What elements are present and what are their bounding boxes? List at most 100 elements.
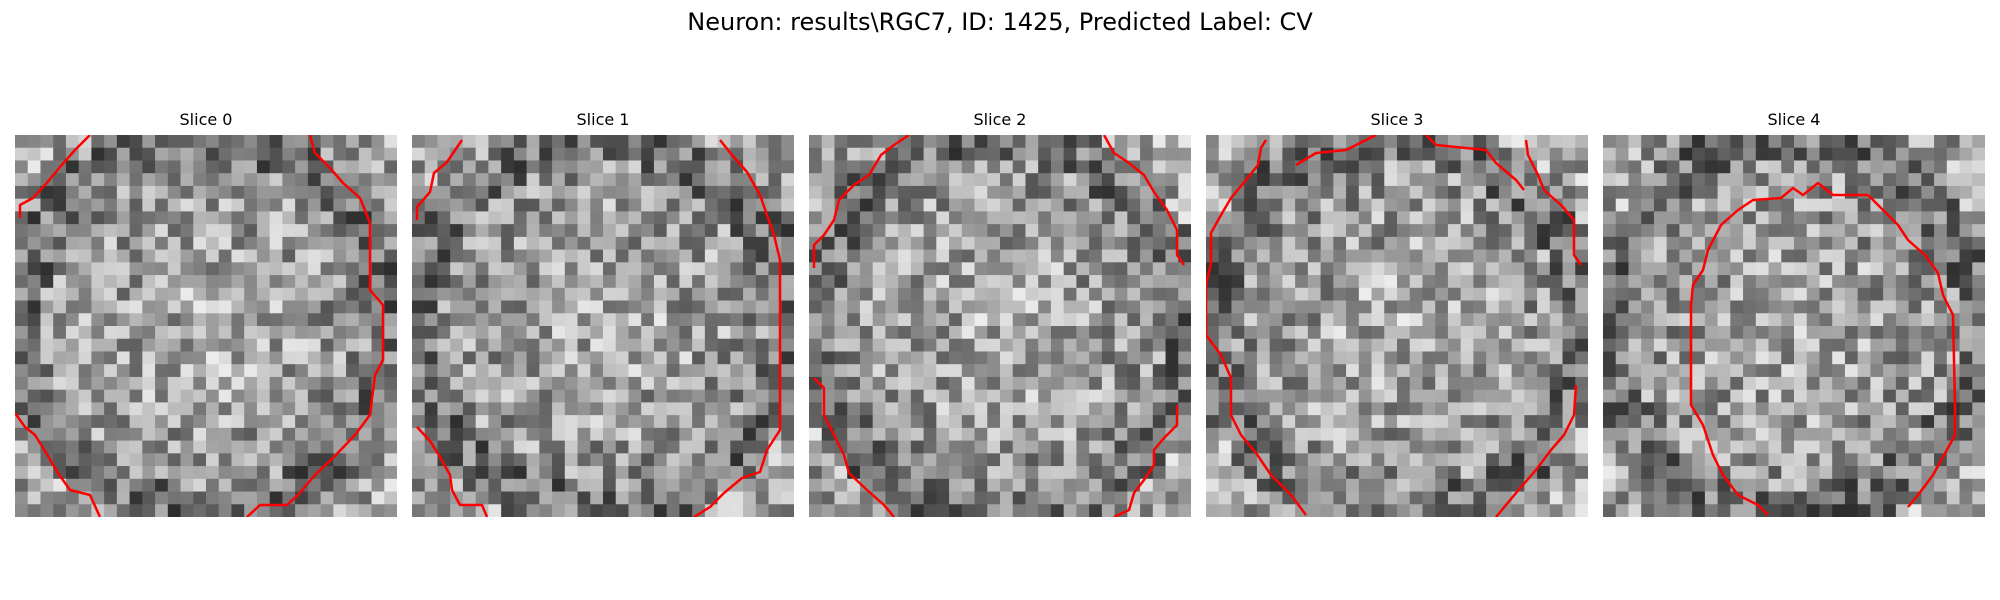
pixel	[641, 211, 655, 225]
pixel	[898, 249, 912, 263]
pixel	[1537, 275, 1551, 289]
pixel	[1114, 287, 1128, 302]
pixel	[412, 236, 426, 251]
pixel	[974, 313, 988, 327]
pixel	[412, 453, 426, 467]
pixel	[1012, 262, 1027, 276]
pixel	[1615, 236, 1630, 251]
pixel	[1498, 338, 1513, 353]
pixel	[1114, 160, 1128, 174]
pixel	[1959, 198, 1973, 212]
pixel	[65, 376, 80, 391]
pixel	[1063, 376, 1077, 391]
pixel	[1615, 504, 1630, 517]
pixel	[358, 147, 373, 162]
pixel	[1089, 415, 1103, 429]
pixel	[1717, 376, 1731, 391]
pixel	[424, 224, 439, 238]
pixel	[1269, 275, 1283, 289]
pixel	[269, 198, 283, 212]
pixel	[743, 364, 757, 378]
pixel	[577, 427, 591, 442]
pixel	[526, 313, 540, 327]
pixel	[1934, 198, 1948, 212]
pixel	[1908, 389, 1922, 403]
pixel	[1358, 198, 1373, 212]
pixel	[1089, 147, 1103, 162]
pixel	[1653, 478, 1668, 493]
pixel	[1794, 478, 1808, 493]
pixel	[1206, 453, 1220, 467]
pixel	[1422, 160, 1436, 174]
pixel	[974, 376, 988, 391]
pixel	[218, 160, 233, 174]
pixel	[27, 478, 42, 493]
pixel	[1282, 185, 1296, 200]
pixel	[1127, 275, 1141, 289]
pixel	[1883, 453, 1897, 467]
pixel	[910, 364, 925, 378]
pixel	[1895, 262, 1910, 276]
pixel	[320, 478, 334, 493]
pixel	[462, 236, 477, 251]
pixel	[692, 504, 706, 517]
pixel	[1422, 236, 1436, 251]
pixel	[717, 275, 731, 289]
pixel	[1178, 173, 1191, 187]
pixel	[936, 300, 950, 314]
pixel	[1511, 491, 1525, 505]
pixel	[1781, 326, 1795, 340]
pixel	[1628, 478, 1642, 493]
pixel	[142, 389, 156, 403]
pixel	[1384, 275, 1398, 289]
pixel	[116, 466, 131, 480]
pixel	[1959, 338, 1973, 353]
pixel	[1819, 147, 1833, 162]
pixel	[1498, 224, 1513, 238]
pixel	[78, 300, 92, 314]
pixel	[346, 338, 360, 353]
pixel	[269, 466, 283, 480]
pixel	[437, 364, 451, 378]
pixel	[1575, 211, 1588, 225]
pixel	[1206, 313, 1220, 327]
pixel	[15, 453, 29, 467]
pixel	[155, 300, 169, 314]
pixel	[1832, 427, 1846, 442]
pixel	[615, 453, 630, 467]
pixel	[755, 249, 770, 263]
pixel	[1447, 364, 1462, 378]
pixel	[692, 326, 706, 340]
pixel	[628, 491, 642, 505]
pixel	[1076, 211, 1090, 225]
pixel	[218, 415, 233, 429]
pixel	[847, 287, 861, 302]
pixel	[961, 338, 976, 353]
pixel	[1460, 491, 1474, 505]
pixel	[987, 249, 1001, 263]
pixel	[1972, 478, 1985, 493]
pixel	[116, 364, 131, 378]
pixel	[91, 478, 105, 493]
pixel	[1537, 338, 1551, 353]
pixel	[1152, 300, 1167, 314]
pixel	[1076, 287, 1090, 302]
pixel	[590, 351, 604, 365]
pixel	[1895, 415, 1910, 429]
pixel	[1244, 504, 1258, 517]
pixel	[1038, 173, 1052, 187]
pixel	[15, 262, 29, 276]
pixel	[1717, 402, 1731, 416]
pixel	[1333, 338, 1347, 353]
pixel	[1307, 491, 1322, 505]
pixel	[1333, 173, 1347, 187]
pixel	[206, 211, 220, 225]
pixel	[743, 491, 757, 505]
pixel	[1666, 389, 1680, 403]
pixel	[1422, 173, 1436, 187]
pixel	[1114, 351, 1128, 365]
pixel	[743, 440, 757, 454]
pixel	[412, 160, 426, 174]
pixel	[910, 376, 925, 391]
pixel	[450, 326, 464, 340]
